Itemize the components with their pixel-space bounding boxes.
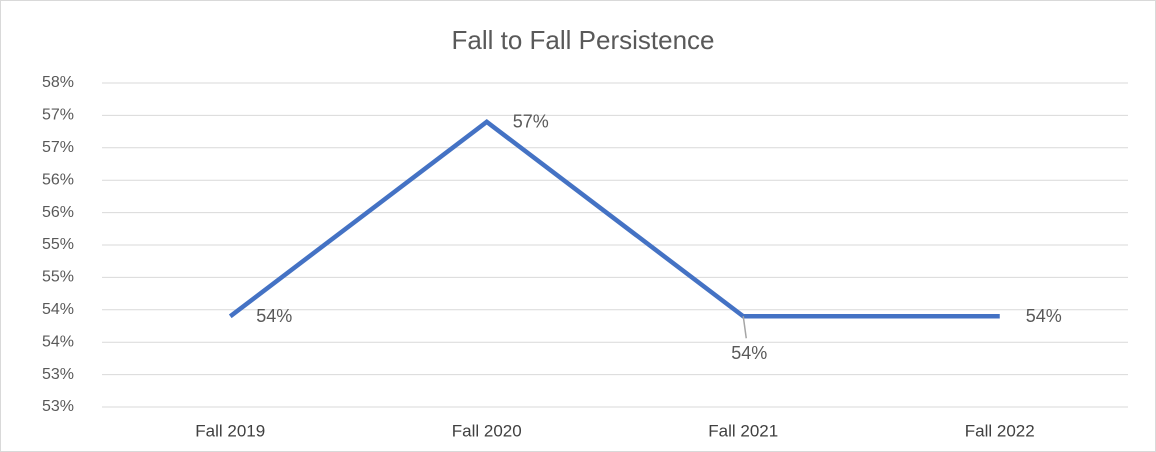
y-tick-label: 55%	[42, 236, 74, 253]
y-tick-label: 53%	[42, 366, 74, 383]
data-label: 54%	[731, 343, 767, 363]
y-tick-label: 54%	[42, 301, 74, 318]
y-tick-label: 57%	[42, 107, 74, 124]
x-tick-label: Fall 2020	[452, 421, 522, 440]
y-tick-label: 53%	[42, 398, 74, 415]
x-tick-label: Fall 2022	[965, 421, 1035, 440]
line-series	[228, 119, 1000, 319]
y-tick-label: 56%	[42, 171, 74, 188]
y-tick-label: 56%	[42, 204, 74, 221]
chart-title: Fall to Fall Persistence	[452, 25, 715, 55]
data-label: 54%	[1026, 306, 1062, 326]
y-tick-label: 57%	[42, 139, 74, 156]
y-tick-label: 55%	[42, 269, 74, 286]
data-label: 57%	[513, 112, 549, 132]
leader-line	[742, 316, 747, 339]
y-tick-label: 58%	[42, 74, 74, 91]
data-label: 54%	[256, 306, 292, 326]
y-tick-label: 54%	[42, 333, 74, 350]
x-tick-label: Fall 2021	[708, 421, 778, 440]
x-tick-label: Fall 2019	[195, 421, 265, 440]
